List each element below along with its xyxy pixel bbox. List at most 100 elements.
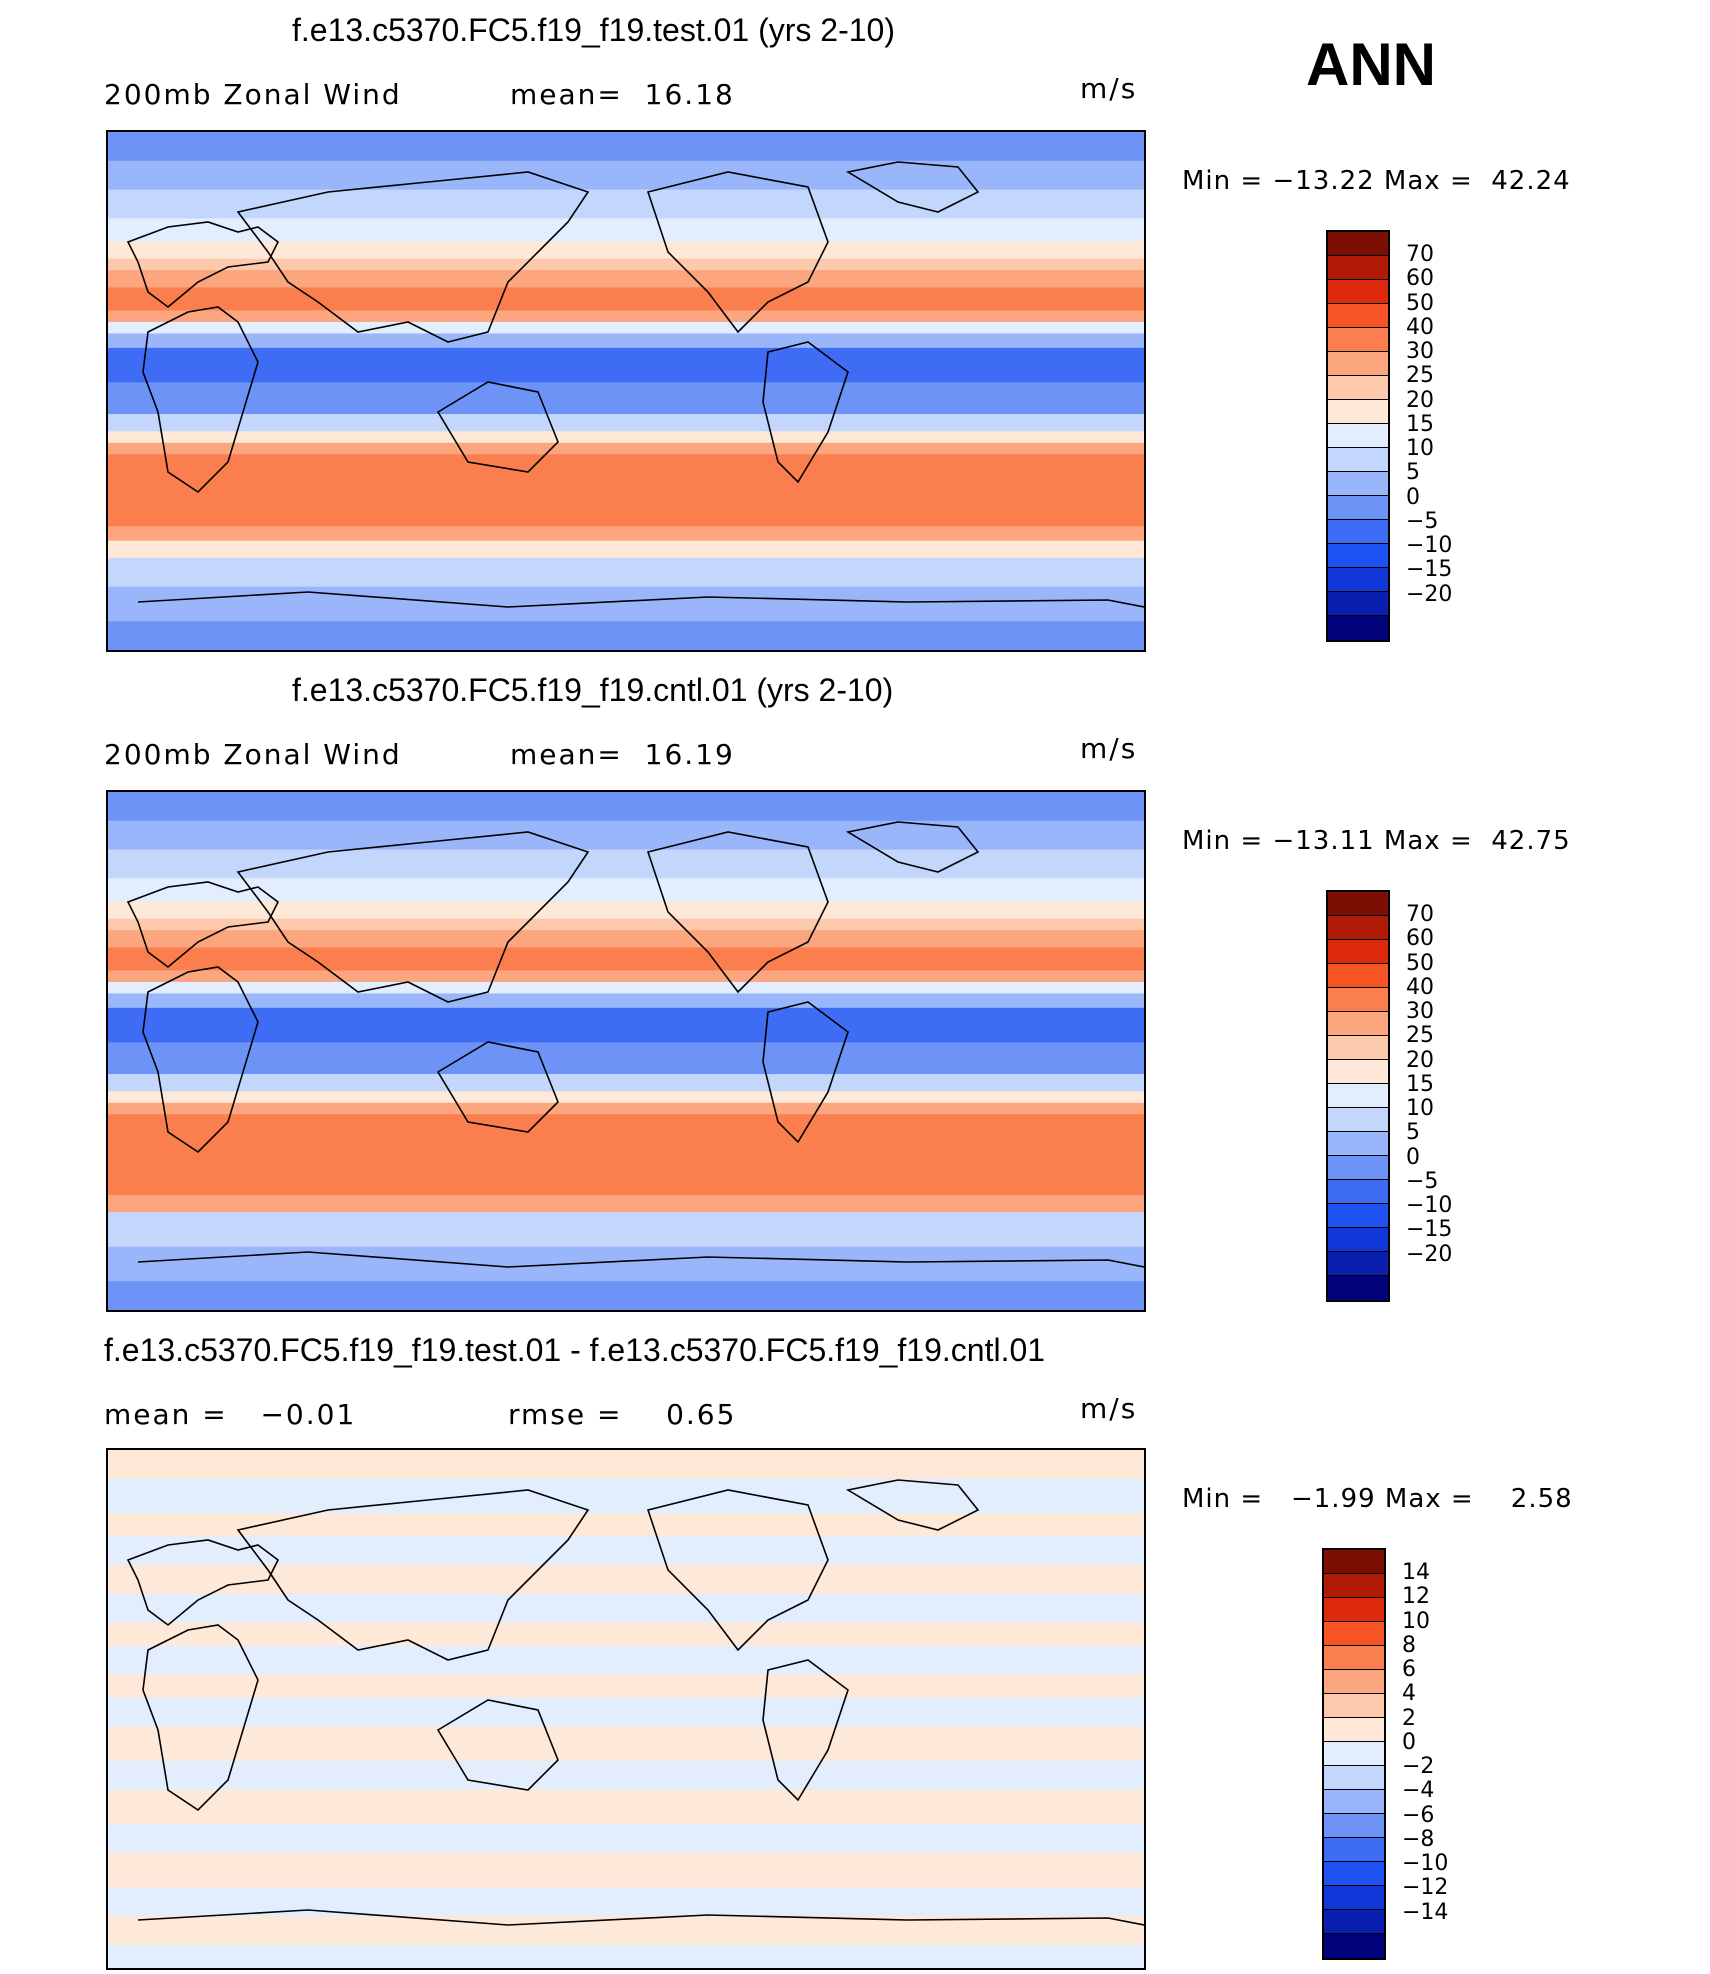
field-band [108, 1944, 1144, 1968]
colorbar-tick-label: 60 [1406, 926, 1434, 952]
colorbar-tick-label: −5 [1406, 1168, 1439, 1194]
colorbar-tick-label: −2 [1402, 1754, 1435, 1780]
colorbar-tick-label: −15 [1406, 1217, 1453, 1243]
colorbar-segment [1328, 496, 1388, 520]
colorbar-segment [1328, 520, 1388, 544]
field-band [108, 218, 1144, 243]
colorbar-tick-label: −4 [1402, 1778, 1435, 1804]
colorbar-segment [1328, 352, 1388, 376]
panel-1-map [106, 130, 1146, 652]
panel-2-title: f.e13.c5370.FC5.f19_f19.cntl.01 (yrs 2-1… [292, 672, 894, 708]
colorbar-tick-label: 70 [1406, 902, 1434, 928]
coastline [137, 591, 1144, 608]
colorbar-segment [1324, 1862, 1384, 1886]
field-band [108, 1042, 1144, 1076]
field-band [108, 1246, 1144, 1283]
colorbar-tick-label: 20 [1406, 1047, 1434, 1073]
field-band [108, 901, 1144, 920]
colorbar-tick-label: −20 [1406, 581, 1453, 607]
colorbar-segment [1328, 616, 1388, 640]
colorbar-segment [1328, 1276, 1388, 1300]
colorbar-tick-label: 30 [1406, 999, 1434, 1025]
colorbar-segment [1324, 1550, 1384, 1574]
field-band [108, 310, 1144, 323]
colorbar-segment [1328, 256, 1388, 280]
colorbar-tick-label: −5 [1406, 508, 1439, 534]
coastline [646, 831, 829, 994]
colorbar-tick-label: 8 [1402, 1632, 1416, 1658]
colorbar-tick-label: 12 [1402, 1584, 1430, 1610]
field-band [108, 557, 1144, 588]
colorbar-tick-label: 6 [1402, 1657, 1416, 1683]
panel-3-colorbar-labels: 14 12 10 8 6 4 2 0 −2 −4 −6 −8 −10 −12 −14 [1402, 1548, 1482, 1960]
field-band [108, 132, 1144, 162]
colorbar-segment [1324, 1742, 1384, 1766]
coastline [126, 1539, 280, 1627]
colorbar-segment [1328, 1060, 1388, 1084]
colorbar-tick-label: 50 [1406, 290, 1434, 316]
field-band [108, 586, 1144, 623]
colorbar-tick-label: 10 [1402, 1608, 1430, 1634]
colorbar-tick-label: −12 [1402, 1875, 1449, 1901]
coastline [436, 1041, 559, 1133]
coastline [126, 221, 280, 309]
colorbar-segment [1324, 1574, 1384, 1598]
colorbar-segment [1328, 988, 1388, 1012]
colorbar-segment [1324, 1598, 1384, 1622]
season-label: ANN [1306, 31, 1436, 98]
colorbar-segment [1328, 568, 1388, 592]
coastline [436, 1699, 559, 1791]
field-band [108, 621, 1144, 650]
colorbar-segment [1328, 1108, 1388, 1132]
colorbar-tick-label: 2 [1402, 1705, 1416, 1731]
coastline [845, 1479, 980, 1531]
colorbar-segment [1324, 1718, 1384, 1742]
colorbar-segment [1328, 1252, 1388, 1276]
field-band [108, 258, 1144, 272]
panel-3-map [106, 1448, 1146, 1970]
field-band [108, 1852, 1144, 1889]
colorbar-tick-label: 60 [1406, 266, 1434, 292]
colorbar-segment [1328, 1180, 1388, 1204]
field-band [108, 1916, 1144, 1946]
field-band [108, 414, 1144, 433]
coastline [142, 1624, 259, 1812]
coastline [762, 1001, 849, 1144]
colorbar-segment [1328, 1204, 1388, 1228]
field-band [108, 241, 1144, 260]
panel-1-variable: 200mb Zonal Wind [104, 78, 402, 111]
field-band [108, 947, 1144, 972]
field-band [108, 1091, 1144, 1104]
panel-1-colorbar-labels: 70 60 50 40 30 25 20 15 10 5 0 −5 −10 −15 −20 [1406, 230, 1486, 642]
field-band [108, 1593, 1144, 1624]
field-band [108, 820, 1144, 851]
colorbar-segment [1324, 1910, 1384, 1934]
colorbar-segment [1328, 400, 1388, 424]
field-band [108, 1622, 1144, 1647]
colorbar-segment [1328, 592, 1388, 616]
panel-2-variable: 200mb Zonal Wind [104, 738, 402, 771]
field-band [108, 1697, 1144, 1728]
field-band [108, 321, 1144, 335]
colorbar-segment [1328, 376, 1388, 400]
colorbar-segment [1324, 1622, 1384, 1646]
field-band [108, 189, 1144, 220]
field-band [108, 442, 1144, 456]
field-band [108, 918, 1144, 932]
colorbar-segment [1328, 1228, 1388, 1252]
colorbar-tick-label: −10 [1406, 1193, 1453, 1219]
colorbar-tick-label: 14 [1402, 1560, 1430, 1586]
colorbar-segment [1328, 1132, 1388, 1156]
colorbar-tick-label: 4 [1402, 1681, 1416, 1707]
field-band [108, 1102, 1144, 1116]
field-band [108, 1212, 1144, 1248]
colorbar-segment [1328, 280, 1388, 304]
field-band [108, 540, 1144, 559]
colorbar-tick-label: 20 [1406, 387, 1434, 413]
field-band [108, 270, 1144, 289]
field-band [108, 981, 1144, 995]
colorbar-segment [1328, 304, 1388, 328]
coastline [137, 1251, 1144, 1268]
coastline [142, 966, 259, 1154]
coastline [762, 1659, 849, 1802]
